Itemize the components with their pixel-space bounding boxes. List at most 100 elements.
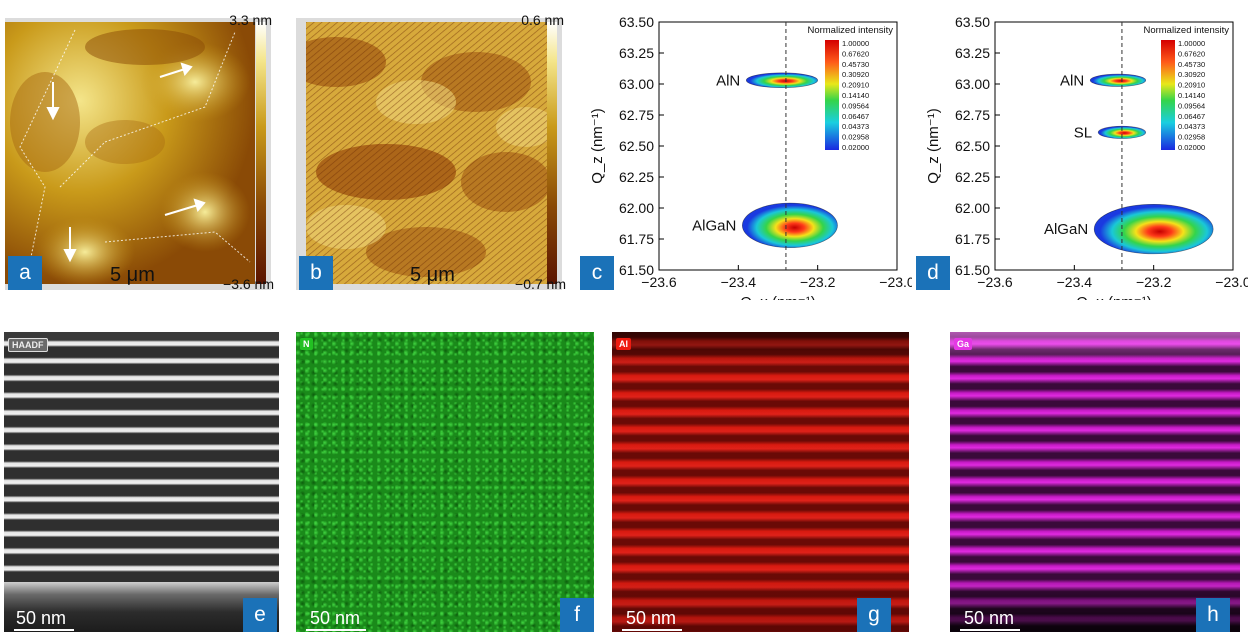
stem-panel-g (612, 332, 909, 632)
legend-value: 0.09564 (1178, 101, 1205, 110)
y-tick-label: 63.00 (955, 76, 990, 92)
legend-value: 0.20910 (1178, 81, 1205, 90)
legend-value: 0.04373 (842, 122, 869, 131)
y-tick-label: 63.50 (619, 14, 654, 30)
scale-label-a: 5 μm (110, 264, 155, 286)
afm-image-a (5, 22, 255, 284)
panel-label-a: a (8, 256, 42, 290)
x-tick-label: −23.0 (879, 274, 912, 290)
colorbar-max-a: 3.3 nm (229, 12, 272, 28)
rsm-chart-c: AlN AlGaN −23.6 −23.4 −23.2 −23.0 61.50 61.75 62… (589, 14, 912, 300)
colorbar-min-a: −3.6 nm (223, 276, 274, 292)
panel-label-c: c (580, 256, 614, 290)
legend-colorbar (1161, 40, 1175, 150)
peak-label-algan: AlGaN (1044, 221, 1088, 238)
stem-tag-ga: Ga (954, 338, 973, 350)
stem-tag-haadf: HAADF (8, 338, 48, 352)
legend-value: 0.02958 (842, 133, 869, 142)
y-axis-title: Q_z (nm⁻¹) (589, 108, 606, 183)
rsm-chart-d: AlN SL AlGaN −23.6 −23.4 −23.2 −23.0 61.50 61.75… (925, 14, 1248, 300)
scale-label-e: 50 nm (16, 608, 67, 628)
x-tick-label: −23.0 (1215, 274, 1248, 290)
y-tick-label: 61.75 (955, 231, 990, 247)
y-tick-label: 63.25 (955, 45, 990, 61)
x-tick-label: −23.4 (1057, 274, 1093, 290)
colorbar-min-b: −0.7 nm (515, 276, 566, 292)
y-tick-label: 62.00 (619, 200, 654, 216)
legend-value: 0.02000 (842, 143, 869, 152)
scale-label-h: 50 nm (964, 608, 1015, 628)
y-tick-label: 62.00 (955, 200, 990, 216)
legend-title: Normalized intensity (807, 25, 893, 36)
y-tick-label: 62.25 (619, 169, 654, 185)
peak-sl (1097, 125, 1147, 139)
scale-bar-g (622, 629, 682, 631)
scale-bar-f (306, 629, 366, 631)
legend-colorbar (825, 40, 839, 150)
afm-image-b (306, 22, 556, 284)
peak-algan (741, 202, 838, 248)
panel-label-h: h (1196, 598, 1230, 632)
y-tick-label: 61.75 (619, 231, 654, 247)
peak-label-aln: AlN (716, 72, 740, 89)
legend-value: 0.30920 (842, 70, 869, 79)
afm-colorbar-b (547, 22, 557, 284)
scale-label-f: 50 nm (310, 608, 361, 628)
stem-panel-e (4, 332, 279, 632)
afm-panel-b (296, 18, 562, 290)
panel-label-g: g (857, 598, 891, 632)
legend-value: 0.45730 (842, 60, 869, 69)
legend-value: 1.00000 (842, 39, 869, 48)
y-tick-label: 61.50 (955, 262, 990, 278)
stem-tag-al: Al (616, 338, 631, 350)
y-tick-label: 63.25 (619, 45, 654, 61)
y-tick-label: 61.50 (619, 262, 654, 278)
legend-value: 0.20910 (842, 81, 869, 90)
panel-label-d: d (916, 256, 950, 290)
legend-value: 0.04373 (1178, 122, 1205, 131)
afm-panel-a (5, 18, 271, 290)
peak-aln (1089, 73, 1147, 87)
y-tick-label: 62.50 (619, 138, 654, 154)
peak-algan (1093, 203, 1214, 255)
peak-aln (745, 72, 818, 89)
y-axis-title: Q_z (nm⁻¹) (925, 108, 942, 183)
y-tick-label: 62.75 (619, 107, 654, 123)
colorbar-max-b: 0.6 nm (521, 12, 564, 28)
arrow-icon (46, 62, 206, 263)
legend-value: 0.67620 (842, 49, 869, 58)
x-axis-title: Q_x (nm⁻¹) (1076, 294, 1151, 300)
y-tick-label: 63.50 (955, 14, 990, 30)
legend-value: 0.02000 (1178, 143, 1205, 152)
afm-colorbar-a (256, 22, 266, 284)
legend-value: 0.06467 (842, 112, 869, 121)
stem-panel-f (296, 332, 594, 632)
legend-title: Normalized intensity (1143, 25, 1229, 36)
legend-value: 0.06467 (1178, 112, 1205, 121)
scale-label-g: 50 nm (626, 608, 677, 628)
legend-value: 0.67620 (1178, 49, 1205, 58)
y-tick-label: 63.00 (619, 76, 654, 92)
legend-value: 0.45730 (1178, 60, 1205, 69)
x-tick-label: −23.4 (721, 274, 757, 290)
scale-label-b: 5 μm (410, 264, 455, 286)
y-tick-label: 62.25 (955, 169, 990, 185)
panel-label-b: b (299, 256, 333, 290)
stem-tag-n: N (300, 338, 313, 350)
x-tick-label: −23.6 (641, 274, 677, 290)
legend-value: 0.14140 (842, 91, 869, 100)
y-tick-label: 62.50 (955, 138, 990, 154)
scale-bar-h (960, 629, 1020, 631)
legend-value: 1.00000 (1178, 39, 1205, 48)
peak-label-sl: SL (1074, 124, 1092, 141)
x-tick-label: −23.2 (1136, 274, 1172, 290)
legend-value: 0.14140 (1178, 91, 1205, 100)
y-tick-label: 62.75 (955, 107, 990, 123)
legend-value: 0.09564 (842, 101, 869, 110)
panel-label-f: f (560, 598, 594, 632)
legend-value: 0.30920 (1178, 70, 1205, 79)
x-tick-label: −23.2 (800, 274, 836, 290)
peak-label-aln: AlN (1060, 72, 1084, 89)
x-axis-title: Q_x (nm⁻¹) (740, 294, 815, 300)
peak-label-algan: AlGaN (692, 217, 736, 234)
